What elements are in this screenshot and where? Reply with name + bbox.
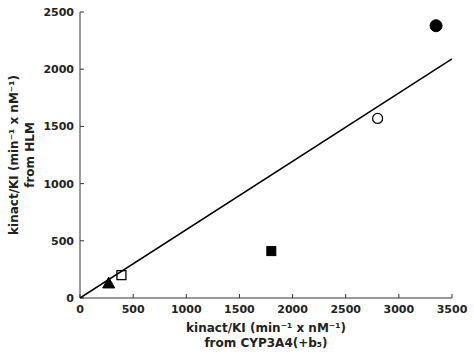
x-tick (398, 294, 399, 298)
y-tick (80, 183, 84, 184)
y-tick-label: 2500 (43, 6, 74, 19)
data-point (267, 247, 276, 256)
y-tick-label: 2000 (43, 63, 74, 76)
y-tick-label: 1000 (43, 178, 74, 191)
y-tick-label: 500 (51, 235, 74, 248)
x-tick-label: 2500 (330, 303, 361, 316)
x-axis-line (80, 298, 452, 299)
y-axis-line (80, 12, 81, 298)
plot-area (80, 20, 452, 298)
y-tick-label: 0 (66, 292, 74, 305)
x-tick-label: 2000 (277, 303, 308, 316)
x-tick-label: 3500 (437, 303, 468, 316)
y-tick (80, 12, 84, 13)
data-point (430, 20, 442, 32)
regression-line (80, 59, 452, 298)
x-tick-label: 0 (76, 303, 84, 316)
y-axis-label: kinact/KI (min⁻¹ x nM⁻¹) (7, 75, 21, 235)
y-tick (80, 240, 84, 241)
chart: 0 500 1000 1500 2000 2500 3000 3500 0 500 1000 1500… (0, 0, 474, 364)
x-tick (452, 294, 453, 298)
x-axis-label: from CYP3A4(+b₅) (204, 336, 327, 350)
x-tick (239, 294, 240, 298)
y-tick (80, 69, 84, 70)
data-point (373, 113, 383, 123)
y-tick (80, 126, 84, 127)
x-tick (345, 294, 346, 298)
x-axis-label: kinact/KI (min⁻¹ x nM⁻¹) (186, 321, 346, 335)
data-point (103, 277, 115, 288)
x-tick-label: 3000 (384, 303, 415, 316)
x-tick-label: 500 (122, 303, 145, 316)
data-point (117, 271, 126, 280)
x-tick (292, 294, 293, 298)
x-tick (186, 294, 187, 298)
y-tick-label: 1500 (43, 120, 74, 133)
x-tick (133, 294, 134, 298)
x-tick-label: 1000 (171, 303, 202, 316)
y-axis-label: from HLM (23, 122, 37, 188)
x-tick-label: 1500 (224, 303, 255, 316)
